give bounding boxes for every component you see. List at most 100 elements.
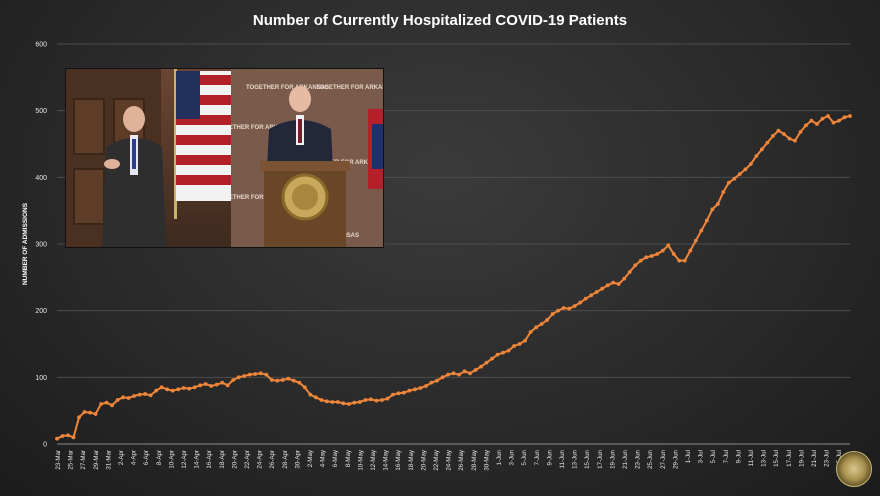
svg-text:TOGETHER FOR ARKANSAS: TOGETHER FOR ARKANSAS xyxy=(216,195,299,201)
x-tick-label: 20-May xyxy=(420,449,427,471)
data-point xyxy=(782,132,786,136)
data-point xyxy=(831,120,836,125)
data-point xyxy=(368,397,373,402)
data-point xyxy=(297,380,302,385)
data-point xyxy=(341,401,346,406)
data-point xyxy=(275,378,280,383)
data-point xyxy=(848,114,852,118)
x-tick-label: 23-Mar xyxy=(55,450,62,470)
data-point xyxy=(429,380,434,385)
y-tick-label: 400 xyxy=(35,175,47,182)
data-point xyxy=(446,372,450,377)
x-tick-label: 7-Jun xyxy=(534,449,541,465)
data-point xyxy=(622,276,627,281)
x-tick-label: 9-Jun xyxy=(546,449,553,465)
data-point xyxy=(842,115,847,120)
x-tick-label: 27-Mar xyxy=(80,450,87,470)
data-point xyxy=(225,383,230,388)
data-point xyxy=(176,387,181,392)
data-point xyxy=(247,372,252,377)
data-point xyxy=(638,258,643,263)
data-point xyxy=(126,396,131,400)
data-point xyxy=(236,375,241,380)
x-tick-label: 6-May xyxy=(332,449,339,467)
x-tick-label: 13-Jun xyxy=(572,449,579,468)
data-point xyxy=(198,383,203,388)
data-point xyxy=(88,410,92,415)
data-point xyxy=(380,398,384,402)
x-tick-label: 1-Jun xyxy=(496,449,503,465)
data-point xyxy=(815,122,819,126)
x-tick-label: 25-Mar xyxy=(68,450,75,470)
x-tick-label: 3-Jul xyxy=(698,450,705,463)
data-point xyxy=(154,388,159,393)
data-point xyxy=(396,391,401,396)
data-point xyxy=(165,387,170,392)
data-point xyxy=(737,172,742,176)
data-point xyxy=(804,123,808,128)
data-point xyxy=(732,176,737,181)
data-point xyxy=(545,318,550,322)
x-tick-label: 22-May xyxy=(433,449,440,471)
data-point xyxy=(451,371,456,376)
podium-seal-icon xyxy=(260,161,350,247)
y-tick-label: 200 xyxy=(35,308,47,315)
x-tick-label: 24-May xyxy=(446,449,453,471)
x-tick-label: 15-Jul xyxy=(773,450,780,467)
x-tick-label: 22-Apr xyxy=(244,450,251,469)
data-point xyxy=(313,395,318,400)
x-tick-label: 27-Jun xyxy=(660,449,667,468)
data-point xyxy=(484,360,489,365)
y-axis-label: NUMBER OF ADMISSIONS xyxy=(22,202,29,285)
x-tick-label: 28-Apr xyxy=(282,450,289,469)
data-point xyxy=(66,433,70,438)
data-point xyxy=(192,385,197,390)
x-tick-label: 30-May xyxy=(483,449,490,471)
x-tick-label: 5-Jul xyxy=(710,450,717,463)
data-point xyxy=(269,378,274,382)
data-point xyxy=(418,386,423,390)
data-point xyxy=(77,415,81,420)
data-point xyxy=(616,282,621,286)
data-point xyxy=(820,116,825,121)
data-point xyxy=(550,312,555,316)
data-point xyxy=(528,330,533,334)
x-tick-label: 7-Jul xyxy=(723,450,730,463)
data-point xyxy=(264,372,269,377)
data-point xyxy=(748,162,753,166)
data-point xyxy=(291,378,296,383)
data-point xyxy=(231,378,236,382)
data-point xyxy=(440,375,445,380)
data-point xyxy=(589,293,594,298)
data-point xyxy=(209,384,214,388)
person-left xyxy=(102,106,166,247)
x-tick-label: 1-Jul xyxy=(685,450,692,463)
data-point xyxy=(710,207,715,212)
data-point xyxy=(490,356,494,361)
data-point xyxy=(115,398,120,402)
data-point xyxy=(594,290,599,294)
y-tick-label: 600 xyxy=(35,42,47,49)
data-point xyxy=(363,398,368,402)
x-tick-label: 3-Jun xyxy=(509,449,516,465)
data-point xyxy=(793,138,797,143)
data-point xyxy=(759,147,764,152)
data-point xyxy=(302,385,307,390)
data-point xyxy=(611,280,616,285)
data-point xyxy=(71,435,76,440)
data-point xyxy=(743,167,748,172)
press-conference-photo: TOGETHER FOR ARKANSAS TOGETHER FOR ARKAN… xyxy=(65,68,384,248)
data-point xyxy=(121,395,125,400)
data-point xyxy=(220,380,225,385)
x-tick-label: 17-Jun xyxy=(597,449,604,468)
data-point xyxy=(308,392,313,397)
x-tick-label: 18-Apr xyxy=(219,450,226,469)
series-points xyxy=(55,114,852,441)
data-point xyxy=(721,190,726,194)
data-point xyxy=(495,352,500,357)
data-point xyxy=(462,369,467,374)
x-tick-label: 23-Jul xyxy=(824,450,831,467)
data-point xyxy=(468,371,472,376)
data-point xyxy=(181,386,186,390)
data-point xyxy=(583,296,588,301)
